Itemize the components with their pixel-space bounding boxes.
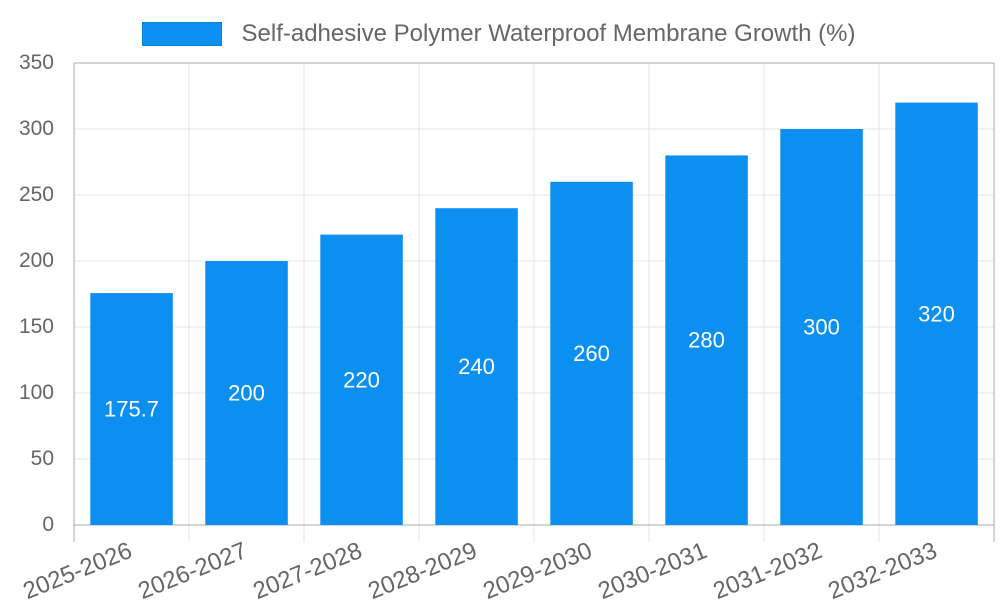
svg-text:175.7: 175.7 [104, 397, 159, 422]
svg-text:240: 240 [458, 354, 495, 379]
svg-text:200: 200 [228, 381, 265, 406]
svg-text:220: 220 [343, 367, 380, 392]
svg-text:260: 260 [573, 341, 610, 366]
svg-text:300: 300 [803, 315, 840, 340]
svg-text:320: 320 [918, 301, 955, 326]
svg-text:280: 280 [688, 328, 725, 353]
